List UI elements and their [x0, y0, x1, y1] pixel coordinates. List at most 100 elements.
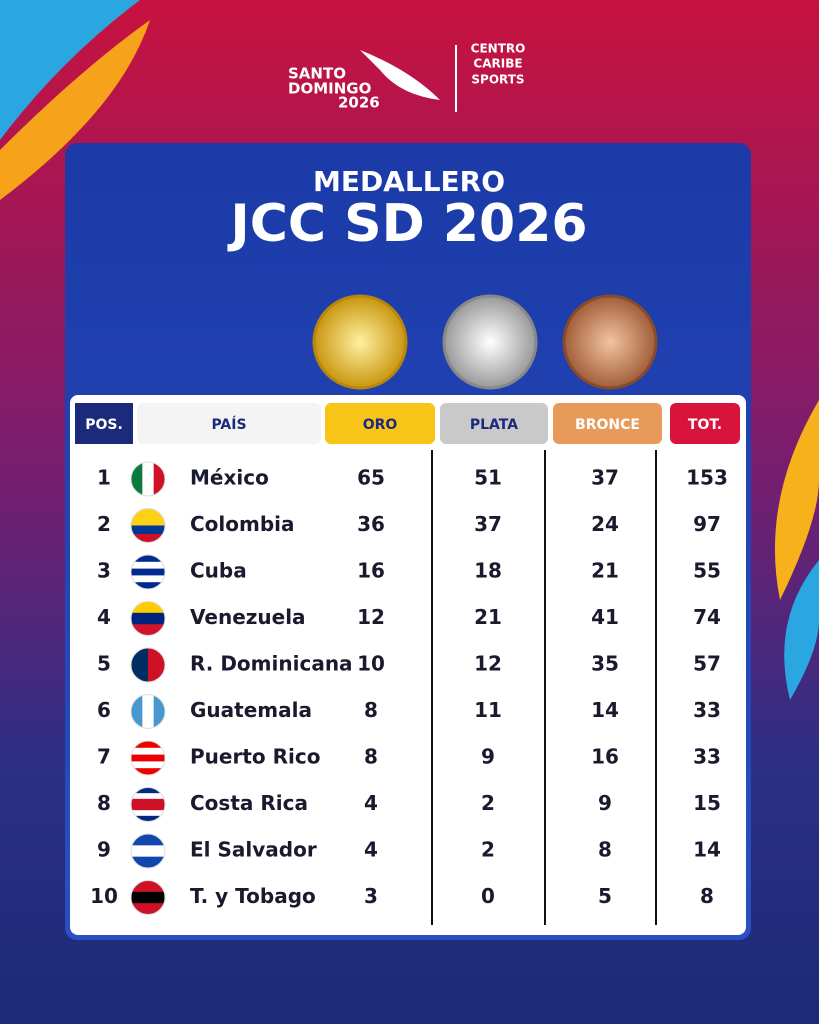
- flag: [130, 740, 166, 776]
- cell: 8: [598, 838, 612, 862]
- flag-border: [130, 601, 166, 636]
- decor: [0, 20, 150, 200]
- flag-stripe: [131, 798, 165, 805]
- flag-stripe: [131, 754, 165, 762]
- flag-stripe: [131, 517, 165, 526]
- cell: 74: [693, 605, 721, 629]
- flag-stripe: [131, 508, 165, 518]
- column-header: BRONCE: [575, 417, 640, 433]
- table: [70, 395, 746, 935]
- flag-stripe: [131, 534, 165, 543]
- flag-stripe: [142, 462, 155, 496]
- cell: 21: [474, 605, 502, 629]
- cell: 153: [686, 466, 728, 490]
- cell: 5: [97, 652, 111, 676]
- flag-stripe: [148, 648, 165, 682]
- column-header-bg: [670, 403, 740, 444]
- flag-stripe: [131, 462, 143, 496]
- decor: [0, 0, 140, 140]
- flag-border: [130, 833, 166, 869]
- cell: 2: [481, 838, 495, 862]
- cell: 33: [693, 745, 721, 769]
- cell: 11: [474, 698, 502, 722]
- flag-border: [130, 508, 166, 543]
- logo-text: DOMINGO: [288, 80, 371, 98]
- flag-stripe: [131, 747, 165, 756]
- cell: 4: [364, 791, 378, 815]
- gold-medal: [312, 294, 408, 390]
- flag-stripe: [131, 694, 143, 729]
- flag-stripe: [131, 793, 165, 800]
- flag-stripe: [131, 612, 165, 625]
- flag-stripe: [131, 903, 165, 915]
- flag-stripe: [142, 694, 155, 729]
- cell: 2: [97, 512, 111, 536]
- cell: 24: [591, 512, 619, 536]
- cell: 55: [693, 559, 721, 583]
- flag-stripe: [131, 787, 165, 794]
- flag: [130, 508, 166, 543]
- cell: 3: [364, 884, 378, 908]
- flag-stripe: [131, 555, 165, 563]
- flag-stripe: [131, 568, 165, 576]
- cell: 16: [591, 745, 619, 769]
- flag-stripe: [131, 880, 165, 893]
- cell: 97: [693, 512, 721, 536]
- cell: 12: [357, 605, 385, 629]
- cell: 15: [693, 791, 721, 815]
- flag-border: [130, 694, 166, 729]
- cell: 14: [693, 838, 721, 862]
- flag-border: [130, 461, 166, 497]
- cell: 8: [364, 698, 378, 722]
- flag-stripe: [131, 891, 165, 904]
- logo: SANTO DOMINGO 2026 CENTRO CARIBE SPORTS: [288, 42, 525, 112]
- flag: [130, 833, 166, 869]
- cell: 41: [591, 605, 619, 629]
- column-header-bg: [137, 403, 321, 444]
- cell: 3: [97, 559, 111, 583]
- column-header: PLATA: [470, 417, 518, 433]
- column-header: PAÍS: [211, 416, 246, 433]
- flag: [130, 787, 166, 822]
- subtitle: MEDALLERO: [313, 165, 505, 198]
- column-header-bg: [553, 403, 662, 444]
- flag-stripe: [131, 741, 165, 749]
- cell: 37: [591, 466, 619, 490]
- logo-bird: [360, 50, 440, 100]
- flag-stripe: [131, 768, 165, 775]
- cell: 8: [364, 745, 378, 769]
- country-name: El Salvador: [190, 838, 317, 862]
- column-header: TOT.: [688, 417, 722, 433]
- cell: 7: [97, 745, 111, 769]
- cell: 37: [474, 512, 502, 536]
- cell: 2: [481, 791, 495, 815]
- country-name: Guatemala: [190, 698, 312, 722]
- flag-stripe: [153, 462, 165, 496]
- flag-stripe: [131, 561, 165, 570]
- flag-stripe: [131, 834, 165, 846]
- flag-stripe: [131, 856, 165, 868]
- cell: 1: [97, 466, 111, 490]
- bronze-medal: [562, 294, 658, 390]
- cell: 18: [474, 559, 502, 583]
- country-name: Costa Rica: [190, 791, 308, 815]
- cell: 35: [591, 652, 619, 676]
- title: JCC SD 2026: [227, 194, 587, 254]
- silver-medal: [442, 294, 538, 390]
- flag-border: [130, 880, 166, 915]
- country-name: México: [190, 466, 269, 490]
- cell: 9: [481, 745, 495, 769]
- cell: 12: [474, 652, 502, 676]
- flag-stripe: [131, 815, 165, 822]
- flag: [130, 647, 166, 683]
- decor: [784, 560, 819, 700]
- cell: 8: [97, 791, 111, 815]
- flag-border: [130, 647, 166, 683]
- country-name: Colombia: [190, 512, 295, 536]
- cell: 36: [357, 512, 385, 536]
- cell: 5: [598, 884, 612, 908]
- column-header-bg: [75, 403, 133, 444]
- cell: 8: [700, 884, 714, 908]
- cell: 0: [481, 884, 495, 908]
